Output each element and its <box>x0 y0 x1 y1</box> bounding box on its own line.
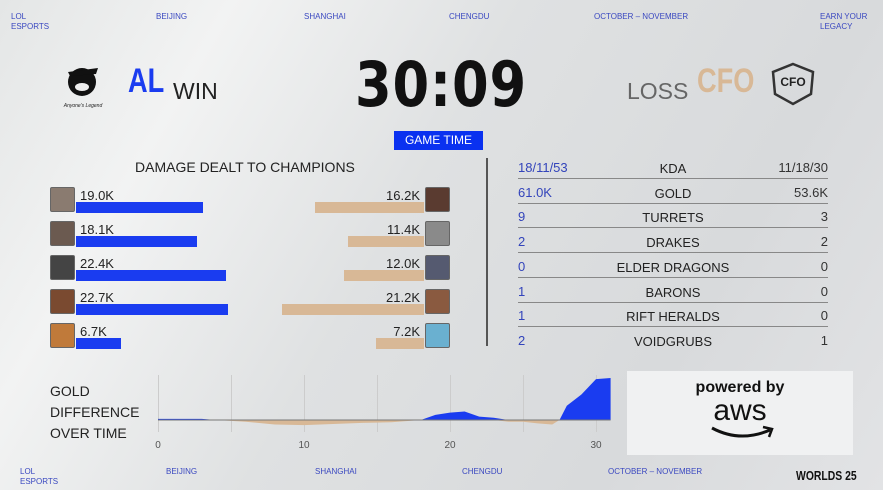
x-tick-label: 30 <box>590 440 602 451</box>
stat-row-turrets: 9 TURRETS 3 <box>518 204 828 229</box>
stat-row-drakes: 2 DRAKES 2 <box>518 229 828 254</box>
red-stat-value: 11/18/30 <box>778 160 828 175</box>
blue-champion-portrait <box>50 187 75 212</box>
red-damage-label: 16.2K <box>386 188 420 203</box>
aws-smile-icon <box>711 425 774 438</box>
blue-damage-label: 22.4K <box>80 256 114 271</box>
stat-label: DRAKES <box>646 235 700 251</box>
red-damage-bar <box>281 304 424 315</box>
blue-damage-bar <box>76 236 198 247</box>
banner-earn-legacy: EARN YOUR LEGACY <box>820 12 868 31</box>
red-team-tag: CFO <box>697 62 755 100</box>
blue-stat-value: 61.0K <box>518 184 552 200</box>
svg-text:CFO: CFO <box>780 75 805 89</box>
x-tick-label: 10 <box>298 440 310 451</box>
red-stat-value: 0 <box>820 258 828 274</box>
game-time-label: GAME TIME <box>394 131 483 150</box>
red-champion-portrait <box>425 289 450 314</box>
red-champion-portrait <box>425 221 450 246</box>
red-stat-value: 2 <box>820 234 828 250</box>
aws-sponsor: powered by aws <box>627 371 853 455</box>
blue-champion-portrait <box>50 323 75 348</box>
blue-damage-bar <box>76 270 227 281</box>
red-stat-value: 53.6K <box>794 184 828 200</box>
stat-row-elder-dragons: 0 ELDER DRAGONS 0 <box>518 254 828 278</box>
banner-chengdu-bottom: CHENGDU <box>462 467 503 476</box>
red-team-result: LOSS <box>627 78 689 104</box>
blue-team-logo: Anyone's Legend <box>58 62 108 109</box>
gold-lead-area-red <box>158 420 611 426</box>
blue-stat-value: 1 <box>518 283 526 299</box>
banner-chengdu: CHENGDU <box>449 12 490 21</box>
red-team-logo: CFO <box>769 62 817 106</box>
blue-stat-value: 1 <box>518 308 526 324</box>
blue-team-result: WIN <box>173 78 218 104</box>
blue-stat-value: 9 <box>518 209 526 225</box>
blue-damage-label: 22.7K <box>80 290 114 305</box>
blue-stat-value: 2 <box>518 234 526 250</box>
red-damage-bar <box>315 202 424 213</box>
red-stat-value: 1 <box>820 332 828 348</box>
stat-row-voidgrubs: 2 VOIDGRUBS 1 <box>518 328 828 352</box>
red-stat-value: 0 <box>820 308 828 324</box>
blue-champion-portrait <box>50 289 75 314</box>
blue-damage-label: 6.7K <box>80 324 107 339</box>
red-damage-label: 21.2K <box>386 290 420 305</box>
red-champion-portrait <box>425 187 450 212</box>
red-damage-bar <box>347 236 424 247</box>
stat-label: GOLD <box>654 185 692 201</box>
divider <box>486 158 488 346</box>
red-champion-portrait <box>425 323 450 348</box>
banner-beijing-bottom: BEIJING <box>166 467 198 476</box>
blue-damage-bar <box>76 202 204 213</box>
x-tick-label: 20 <box>444 440 456 451</box>
banner-lol-esports: LOL ESPORTS <box>11 12 50 31</box>
blue-champion-portrait <box>50 255 75 280</box>
banner-lol-esports-bottom: LOL ESPORTS <box>20 467 59 486</box>
banner-dates: OCTOBER – NOVEMBER <box>594 12 689 21</box>
game-timer: 30:09 <box>355 48 528 121</box>
red-damage-label: 12.0K <box>386 256 420 271</box>
stat-row-rift-heralds: 1 RIFT HERALDS 0 <box>518 303 828 328</box>
stat-label: TURRETS <box>642 210 704 226</box>
blue-champion-portrait <box>50 221 75 246</box>
x-tick-label: 0 <box>155 440 161 451</box>
banner-beijing: BEIJING <box>156 12 188 21</box>
red-stat-value: 3 <box>820 209 828 225</box>
gold-lead-area-blue <box>158 378 611 420</box>
damage-title: DAMAGE DEALT TO CHAMPIONS <box>135 159 355 175</box>
red-damage-bar <box>375 338 424 349</box>
blue-damage-bar <box>76 304 229 315</box>
red-damage-label: 7.2K <box>393 324 420 339</box>
blue-stat-value: 2 <box>518 332 526 348</box>
blue-stat-value: 0 <box>518 258 526 274</box>
blue-damage-bar <box>76 338 121 349</box>
blue-team-tag: AL <box>128 62 165 100</box>
stat-label: ELDER DRAGONS <box>616 259 730 275</box>
stat-label: KDA <box>659 161 687 176</box>
gold-difference-chart: 0 10 20 30 <box>155 375 611 451</box>
stat-row-kda: 18/11/53 KDA 11/18/30 <box>518 155 828 179</box>
banner-dates-bottom: OCTOBER – NOVEMBER <box>608 467 703 476</box>
worlds-logo: WORLDS 25 <box>796 468 857 483</box>
banner-shanghai-bottom: SHANGHAI <box>315 467 357 476</box>
stat-row-barons: 1 BARONS 0 <box>518 279 828 303</box>
stat-row-gold: 61.0K GOLD 53.6K <box>518 180 828 204</box>
blue-damage-label: 18.1K <box>80 222 114 237</box>
blue-damage-label: 19.0K <box>80 188 114 203</box>
gold-chart-title: GOLD DIFFERENCE OVER TIME <box>50 383 140 441</box>
red-damage-bar <box>343 270 424 281</box>
banner-shanghai: SHANGHAI <box>304 12 346 21</box>
red-champion-portrait <box>425 255 450 280</box>
red-stat-value: 0 <box>820 283 828 299</box>
stat-label: RIFT HERALDS <box>626 309 720 325</box>
stat-label: VOIDGRUBS <box>633 333 712 349</box>
stat-label: BARONS <box>645 284 701 300</box>
blue-stat-value: 18/11/53 <box>518 160 568 175</box>
red-damage-label: 11.4K <box>386 222 420 237</box>
